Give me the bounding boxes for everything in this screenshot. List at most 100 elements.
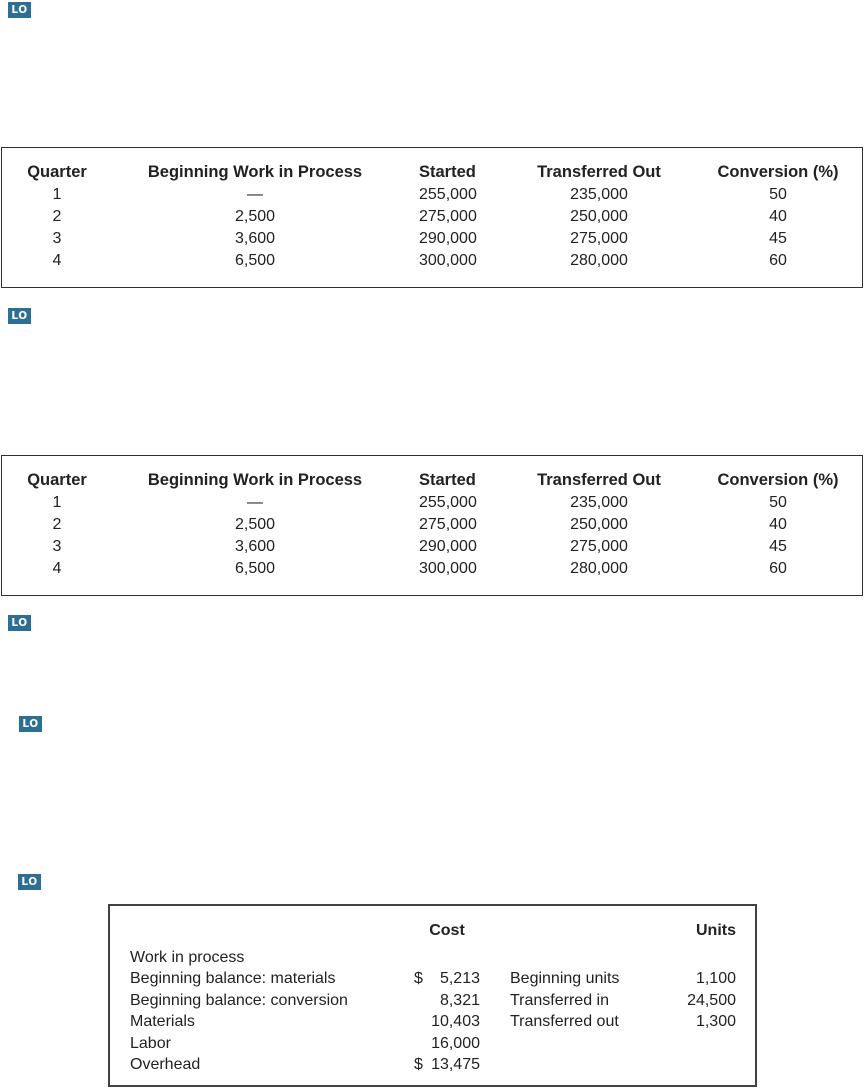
column-header: Conversion (%): [717, 471, 839, 489]
lo-badge: LO: [18, 874, 41, 890]
cost-amount: 8,321: [439, 991, 480, 1009]
currency-prefix: $: [414, 970, 423, 987]
wip-data-row: 1 — 255,000 235,000 50: [2, 492, 862, 514]
table-cell: 2: [52, 208, 62, 225]
cost-row-label: Overhead: [130, 1056, 201, 1073]
units-amount: 1,300: [695, 1013, 736, 1030]
currency-prefix: $: [414, 1056, 423, 1073]
column-header: Started: [419, 163, 476, 181]
table-cell: 40: [769, 516, 787, 533]
table-cell: 50: [769, 186, 787, 203]
table-cell: 255,000: [419, 494, 477, 511]
table-cell: 1: [52, 494, 62, 511]
column-header: Quarter: [27, 471, 87, 489]
wip-header-row: Quarter Beginning Work in Process Started T…: [2, 161, 862, 183]
table-cell: 45: [769, 538, 787, 555]
section-label: Work in process: [130, 948, 245, 966]
table-cell: 255,000: [419, 186, 477, 203]
lo-badge: LO: [8, 308, 31, 324]
table-cell: —: [247, 494, 263, 511]
column-header: Beginning Work in Process: [147, 163, 363, 181]
units-row-label: Transferred in: [510, 991, 609, 1009]
cost-row-label: Beginning balance: conversion: [130, 991, 348, 1009]
cost-units-table: Cost Units Work in process Beginning balanc…: [108, 904, 757, 1087]
spacer-cell: [130, 920, 414, 942]
spacer-cell: [480, 1033, 510, 1055]
lo-badge: LO: [19, 716, 42, 732]
section-row: Work in process: [130, 947, 737, 969]
units-column-header: Units: [696, 922, 736, 939]
cost-value: $5,213: [414, 968, 480, 990]
table-cell: 235,000: [570, 186, 628, 203]
cost-row-label: Labor: [130, 1034, 171, 1052]
table-cell: 235,000: [570, 494, 628, 511]
units-row-label: [510, 1033, 656, 1055]
table-cell: 3: [52, 230, 62, 247]
table-cell: 290,000: [419, 230, 477, 247]
wip-data-row: 2 2,500 275,000 250,000 40: [2, 514, 862, 536]
table-cell: 275,000: [570, 538, 628, 555]
units-amount: 1,100: [695, 970, 736, 987]
table-cell: 300,000: [419, 252, 477, 269]
table-cell: 290,000: [419, 538, 477, 555]
table-cell: 60: [769, 252, 787, 269]
table-cell: 6,500: [234, 560, 276, 577]
spacer-cell: [510, 920, 656, 942]
table-cell: 3,600: [234, 230, 276, 247]
wip-data-row: 1 — 255,000 235,000 50: [2, 184, 862, 206]
units-row-label: Beginning units: [510, 970, 620, 987]
cu-data-row: Beginning balance: conversion 8,321 Transf…: [130, 990, 737, 1012]
units-row-label: Transferred out: [510, 1013, 619, 1030]
table-cell: 2,500: [234, 208, 276, 225]
table-cell: 275,000: [570, 230, 628, 247]
table-cell: 60: [769, 560, 787, 577]
wip-data-row: 2 2,500 275,000 250,000 40: [2, 206, 862, 228]
table-cell: 280,000: [570, 252, 628, 269]
column-header: Transferred Out: [537, 163, 661, 181]
column-header: Transferred Out: [537, 471, 661, 489]
cost-amount: 16,000: [431, 1034, 480, 1052]
spacer-cell: [480, 920, 510, 942]
wip-header-row: Quarter Beginning Work in Process Started T…: [2, 469, 862, 491]
cost-value: 8,321: [414, 990, 480, 1012]
spacer-cell: [480, 990, 510, 1012]
table-cell: 250,000: [570, 516, 628, 533]
table-cell: 250,000: [570, 208, 628, 225]
table-cell: 45: [769, 230, 787, 247]
wip-quarters-table-2: Quarter Beginning Work in Process Started T…: [1, 455, 863, 596]
cost-row-label: Beginning balance: materials: [130, 970, 336, 987]
column-header: Beginning Work in Process: [147, 471, 363, 489]
wip-quarters-table-1: Quarter Beginning Work in Process Started T…: [1, 147, 863, 288]
table-cell: 2,500: [234, 516, 276, 533]
cost-value: 16,000: [414, 1033, 480, 1055]
cu-data-row: Materials 10,403 Transferred out 1,300: [130, 1011, 737, 1033]
table-cell: 1: [52, 186, 62, 203]
cost-row-label: Materials: [130, 1013, 195, 1030]
table-cell: 4: [52, 560, 62, 577]
cost-amount: 13,475: [431, 1056, 480, 1073]
units-row-label: [510, 1054, 656, 1076]
spacer-cell: [480, 1011, 510, 1033]
cu-data-row: Beginning balance: materials $5,213 Beginn…: [130, 968, 737, 990]
table-cell: 275,000: [419, 516, 477, 533]
wip-data-row: 4 6,500 300,000 280,000 60: [2, 558, 862, 580]
cu-data-row: Overhead $13,475: [130, 1054, 737, 1076]
lo-badge: LO: [8, 615, 31, 631]
table-cell: 280,000: [570, 560, 628, 577]
units-amount: [656, 1033, 736, 1055]
cost-value: 10,403: [414, 1011, 480, 1033]
cost-value: $13,475: [414, 1054, 480, 1076]
table-cell: 300,000: [419, 560, 477, 577]
table-cell: 6,500: [234, 252, 276, 269]
column-header: Conversion (%): [717, 163, 839, 181]
cu-data-row: Labor 16,000: [130, 1033, 737, 1055]
table-cell: 40: [769, 208, 787, 225]
wip-data-row: 4 6,500 300,000 280,000 60: [2, 250, 862, 272]
table-cell: 50: [769, 494, 787, 511]
units-amount: 24,500: [687, 991, 736, 1009]
wip-data-row: 3 3,600 290,000 275,000 45: [2, 536, 862, 558]
cost-column-header: Cost: [429, 922, 465, 939]
cu-header-row: Cost Units: [130, 920, 737, 942]
table-cell: 4: [52, 252, 62, 269]
